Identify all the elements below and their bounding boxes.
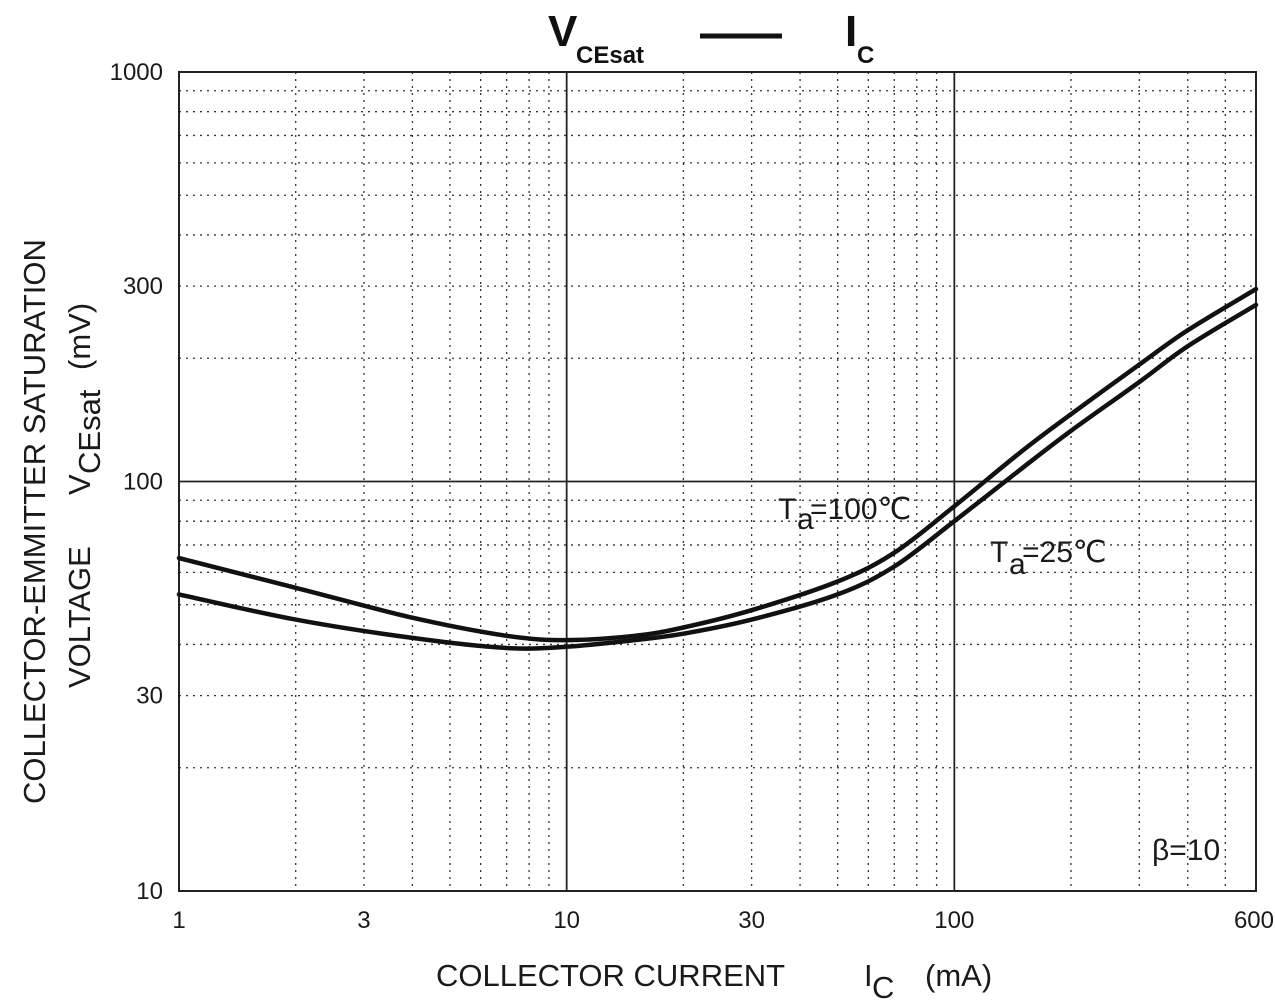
annotation-ta-25-value: =25℃ — [1022, 536, 1107, 569]
y-axis-title-symbol-sub: CEsat — [72, 389, 107, 474]
series-line-1 — [176, 286, 1259, 643]
title-right-sub: C — [857, 42, 874, 69]
x-tick-label: 1 — [172, 907, 185, 934]
series-layer — [176, 286, 1259, 651]
x-tick-labels: 1 3 10 30 100 600 — [172, 907, 1274, 934]
x-axis-title-symbol-sub: C — [872, 970, 894, 1005]
y-tick-label: 300 — [123, 273, 163, 300]
title-right-main: I — [845, 7, 857, 56]
series-line-0 — [176, 302, 1259, 651]
y-axis-title-line1: COLLECTOR-EMMITTER SATURATION — [17, 239, 52, 804]
y-tick-label: 30 — [136, 683, 163, 710]
y-axis-title-line2: VOLTAGE — [62, 546, 97, 688]
x-axis-title-symbol: I — [864, 958, 873, 993]
annotation-ta-100: T a =100℃ — [778, 493, 911, 536]
annotation-ta-100-main: T — [778, 493, 796, 526]
y-tick-label: 100 — [123, 469, 163, 496]
title-left-main: V — [548, 7, 578, 56]
annotation-ta-25-main: T — [990, 536, 1008, 569]
x-axis-title: COLLECTOR CURRENT I C (mA) — [436, 958, 992, 1005]
x-axis-title-unit: (mA) — [925, 958, 992, 993]
y-axis-title: COLLECTOR-EMMITTER SATURATION VOLTAGE V … — [17, 239, 107, 804]
chart-title: V CEsat I C — [548, 7, 874, 69]
y-axis-title-symbol: V — [62, 474, 97, 495]
minor-gridlines — [179, 72, 1257, 891]
x-tick-label: 3 — [357, 907, 370, 934]
y-tick-labels: 10 30 100 300 1000 — [110, 59, 163, 905]
y-axis-title-unit: (mV) — [62, 303, 97, 370]
annotation-beta: β=10 — [1152, 834, 1220, 867]
x-tick-label: 10 — [553, 907, 580, 934]
annotation-ta-25-sub: a — [1009, 548, 1026, 581]
x-tick-label: 600 — [1234, 907, 1274, 934]
y-tick-label: 10 — [136, 878, 163, 905]
x-axis-title-text: COLLECTOR CURRENT — [436, 958, 785, 993]
title-left-sub: CEsat — [576, 42, 644, 69]
x-tick-label: 100 — [934, 907, 974, 934]
major-gridlines — [179, 72, 1256, 891]
plot-frame — [178, 71, 1257, 892]
annotation-ta-100-sub: a — [797, 503, 814, 536]
annotation-ta-100-value: =100℃ — [810, 493, 911, 526]
annotation-ta-25: T a =25℃ — [990, 536, 1107, 581]
y-tick-label: 1000 — [110, 59, 163, 86]
x-tick-label: 30 — [738, 907, 765, 934]
